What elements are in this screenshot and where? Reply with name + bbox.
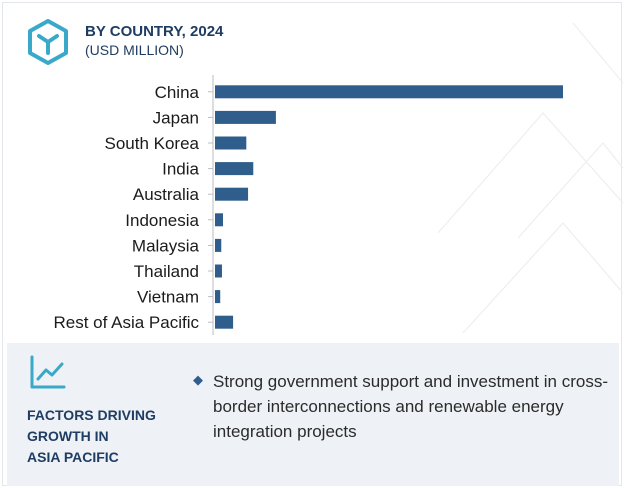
category-label: Rest of Asia Pacific <box>53 313 199 332</box>
factors-title-line: ASIA PACIFIC <box>27 449 119 465</box>
bar <box>215 85 563 99</box>
hexagon-cube-icon <box>28 19 68 65</box>
factors-panel: FACTORS DRIVING GROWTH IN ASIA PACIFIC ◆… <box>7 343 619 486</box>
factors-title: FACTORS DRIVING GROWTH IN ASIA PACIFIC <box>27 405 156 468</box>
category-label: Vietnam <box>137 288 199 307</box>
factors-title-line: GROWTH IN <box>27 428 109 444</box>
growth-chart-icon <box>30 355 66 389</box>
bar <box>215 136 247 150</box>
category-label: Indonesia <box>125 211 199 230</box>
bar <box>215 290 221 304</box>
category-label: Australia <box>133 185 200 204</box>
bar <box>215 264 222 278</box>
bar <box>215 187 249 201</box>
bar <box>215 315 234 329</box>
bar-chart: China Japan South Korea India Australia Indon… <box>53 75 563 335</box>
category-label: Japan <box>153 108 199 127</box>
bar <box>215 110 276 124</box>
bar <box>215 162 254 176</box>
background-decoration <box>437 22 623 334</box>
category-label: Thailand <box>134 262 199 281</box>
diamond-bullet-icon: ◆ <box>193 372 203 387</box>
chart-title: BY COUNTRY, 2024 <box>85 23 224 40</box>
bar <box>215 238 222 252</box>
chart-subtitle: (USD MILLION) <box>85 42 184 58</box>
category-label: China <box>155 83 200 102</box>
category-label: India <box>162 160 199 179</box>
category-label: South Korea <box>104 134 199 153</box>
bar <box>215 213 224 227</box>
factor-bullet-text: Strong government support and investment… <box>213 372 608 441</box>
factors-title-line: FACTORS DRIVING <box>27 407 156 423</box>
category-label: Malaysia <box>132 236 200 255</box>
